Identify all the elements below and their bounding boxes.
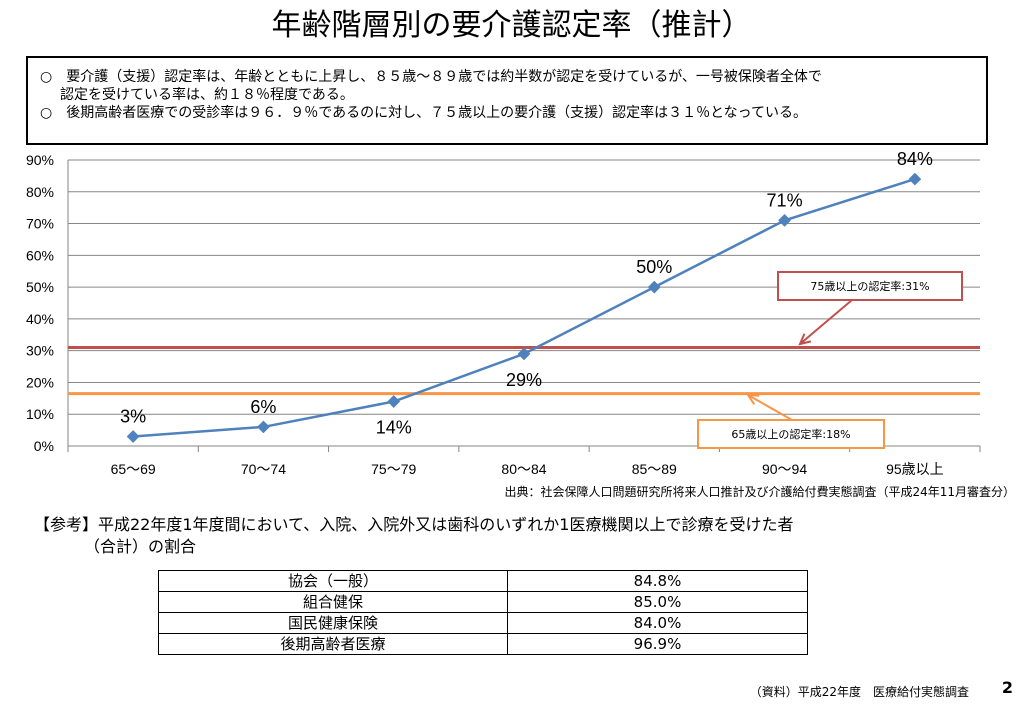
y-tick-label: 70% — [26, 216, 54, 232]
x-tick-label: 65～69 — [111, 461, 156, 477]
data-point — [647, 280, 661, 294]
chart-source: 出典：社会保障人口問題研究所将来人口推計及び介護給付費実態調査（平成24年11月… — [504, 485, 1015, 499]
reference-label: 65歳以上の認定率:18% — [731, 427, 850, 441]
table-cell-name: 後期高齢者医療 — [158, 633, 508, 655]
y-tick-label: 30% — [26, 343, 54, 359]
y-tick-label: 0% — [34, 438, 54, 454]
summary-box: ○ 要介護（支援）認定率は、年齢とともに上昇し、８５歳～８９歳では約半数が認定を… — [26, 56, 988, 145]
reference-arrow-head — [746, 393, 760, 405]
data-label: 71% — [767, 190, 803, 210]
y-tick-label: 80% — [26, 184, 54, 200]
y-tick-label: 10% — [26, 406, 54, 422]
data-point — [257, 420, 270, 434]
table-cell-name: 組合健保 — [158, 591, 508, 613]
data-point — [517, 347, 531, 361]
reference-note-line-1: 【参考】平成22年度1年度間において、入院、入院外又は歯科のいずれか1医療機関以… — [34, 515, 794, 534]
table-cell-name: 国民健康保険 — [158, 612, 508, 634]
x-tick-label: 80～84 — [501, 461, 546, 477]
reference-arrow — [799, 299, 853, 345]
chart-area: 0% 10% 20% 30% 40% 50% 60% 70% 80% 90% 65～69 70～74 7… — [0, 148, 1023, 500]
reference-note-line-2: （合計）の割合 — [84, 537, 197, 556]
y-tick-label: 20% — [26, 374, 54, 390]
data-point — [778, 214, 791, 227]
page-title: 年齢階層別の要介護認定率（推計） — [271, 8, 752, 43]
summary-line-1-cont: 認定を受けている率は、約１８％程度である。 — [60, 87, 354, 103]
y-tick-label: 50% — [26, 279, 54, 295]
data-source-footnote: （資料）平成22年度 医療給付実態調査 — [749, 685, 969, 699]
y-tick-label: 60% — [26, 247, 54, 263]
line-chart: 0% 10% 20% 30% 40% 50% 60% 70% 80% 90% 65～69 70～74 7… — [26, 149, 981, 477]
reference-table: 協会（一般） 84.8% 組合健保 85.0% 国民健康保険 84.0% 後期高… — [158, 570, 808, 655]
x-tick-label: 75～79 — [371, 461, 416, 477]
data-point — [126, 430, 140, 443]
reference-label-box — [697, 419, 885, 449]
data-label: 29% — [506, 370, 542, 390]
data-label: 14% — [376, 418, 412, 438]
reference-label: 75歳以上の認定率:31% — [810, 279, 929, 293]
y-tick-label: 90% — [26, 152, 54, 168]
summary-line-1: ○ 要介護（支援）認定率は、年齢とともに上昇し、８５歳～８９歳では約半数が認定を… — [40, 69, 822, 85]
data-point — [908, 172, 922, 186]
table-cell-name: 協会（一般） — [158, 570, 508, 592]
data-label: 6% — [250, 397, 276, 417]
table-row: 組合健保 85.0% — [158, 591, 808, 613]
reference-note: 【参考】平成22年度1年度間において、入院、入院外又は歯科のいずれか1医療機関以… — [34, 514, 994, 558]
reference-label-box — [777, 271, 963, 301]
summary-line-2: ○ 後期高齢者医療での受診率は９６．９％であるのに対し、７５歳以上の要介護（支援… — [40, 105, 807, 121]
data-label: 50% — [636, 257, 672, 277]
x-tick-label: 70～74 — [241, 461, 286, 477]
table-row: 協会（一般） 84.8% — [158, 570, 808, 592]
table-cell-value: 85.0% — [507, 591, 808, 613]
x-tick-label: 85～89 — [632, 461, 677, 477]
y-tick-label: 40% — [26, 311, 54, 327]
reference-arrow — [747, 394, 793, 421]
x-tick-label: 90～94 — [762, 461, 807, 477]
table-cell-value: 84.8% — [507, 570, 808, 592]
table-row: 後期高齢者医療 96.9% — [158, 633, 808, 655]
page-number: 2 — [1001, 678, 1013, 697]
data-point — [387, 395, 401, 408]
table-row: 国民健康保険 84.0% — [158, 612, 808, 634]
table-cell-value: 96.9% — [507, 633, 808, 655]
data-label: 3% — [120, 406, 146, 426]
table-cell-value: 84.0% — [507, 612, 808, 634]
reference-arrow-head — [798, 333, 812, 346]
x-tick-label: 95歳以上 — [886, 461, 944, 477]
data-label: 84% — [897, 149, 933, 169]
